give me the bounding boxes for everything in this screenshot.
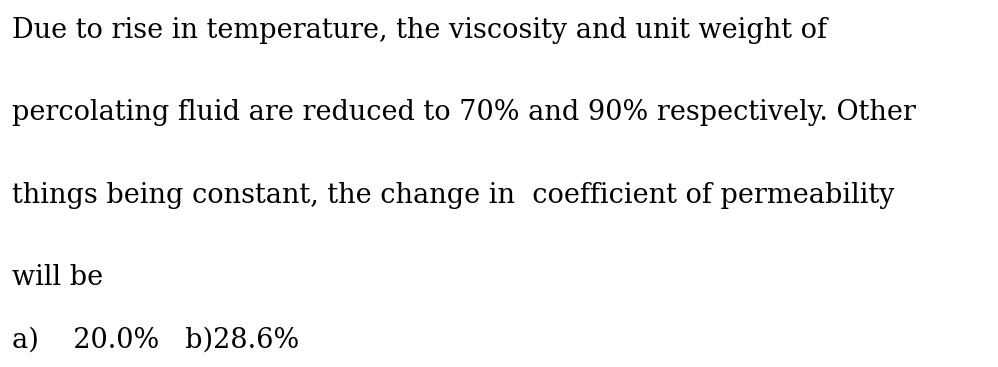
Text: Due to rise in temperature, the viscosity and unit weight of: Due to rise in temperature, the viscosit…: [12, 17, 827, 44]
Text: will be: will be: [12, 264, 103, 291]
Text: things being constant, the change in  coefficient of permeability: things being constant, the change in coe…: [12, 182, 894, 209]
Text: percolating fluid are reduced to 70% and 90% respectively. Other: percolating fluid are reduced to 70% and…: [12, 99, 916, 126]
Text: a)    20.0%   b)28.6%: a) 20.0% b)28.6%: [12, 327, 299, 354]
